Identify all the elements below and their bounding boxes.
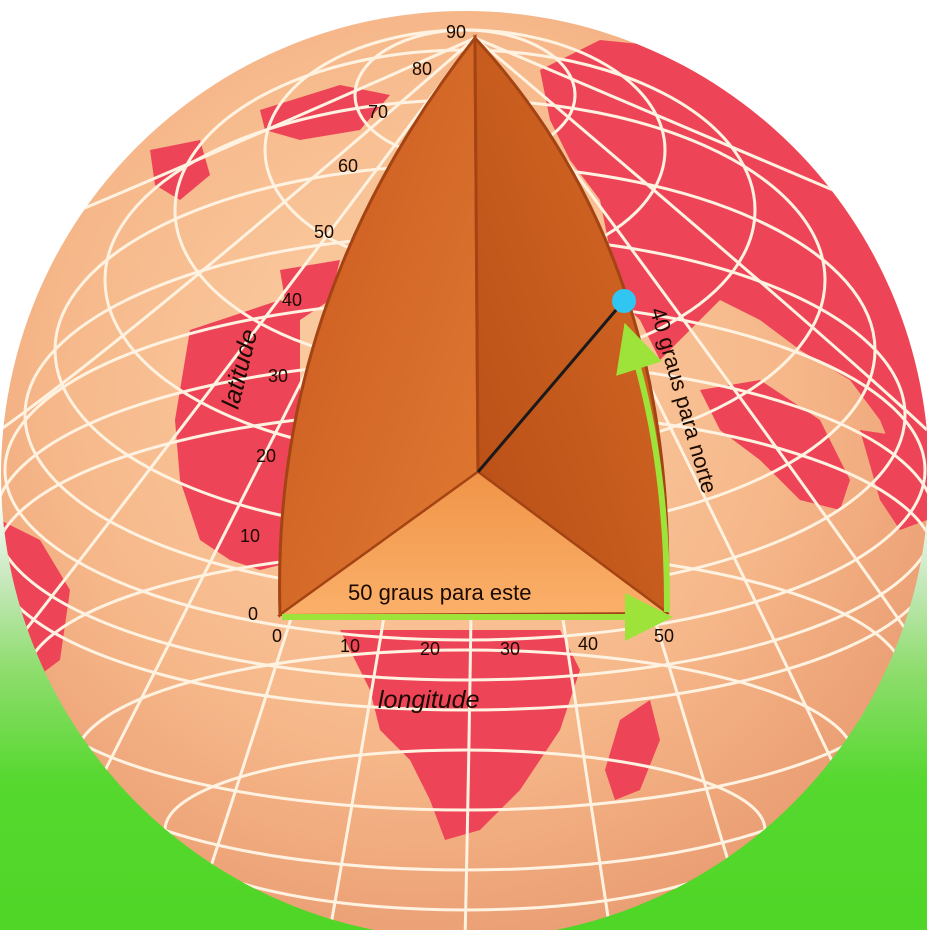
lon-tick-10: 10 [340,636,360,656]
longitude-ticks: 0 10 20 30 40 50 [272,626,674,659]
land-iberia [280,260,340,320]
land-scandinavia [260,85,390,140]
lon-tick-50: 50 [654,626,674,646]
radius-line [476,302,624,473]
lat-tick-10: 10 [240,526,260,546]
longitude-title: longitude [378,686,479,714]
lon-tick-30: 30 [500,639,520,659]
land-south-africa [340,630,580,840]
wedge-left-face [278,33,480,618]
latitude-ticks: 0 10 20 30 40 50 60 70 80 90 [240,22,466,624]
lat-tick-80: 80 [412,59,432,79]
lon-tick-0: 0 [272,626,282,646]
lat-tick-40: 40 [282,290,302,310]
land-madagascar [605,700,660,800]
lat-tick-50: 50 [314,222,334,242]
east-arrow-label: 50 graus para este [348,580,531,605]
lon-tick-40: 40 [578,634,598,654]
land-india [860,430,927,530]
lat-tick-0: 0 [248,604,258,624]
lat-tick-20: 20 [256,446,276,466]
lon-tick-20: 20 [420,639,440,659]
lat-tick-30: 30 [268,366,288,386]
location-point [612,289,636,313]
north-arrow [616,322,671,613]
lat-tick-70: 70 [368,102,388,122]
lat-tick-90: 90 [446,22,466,42]
land-north-africa [175,300,300,570]
lat-tick-60: 60 [338,156,358,176]
